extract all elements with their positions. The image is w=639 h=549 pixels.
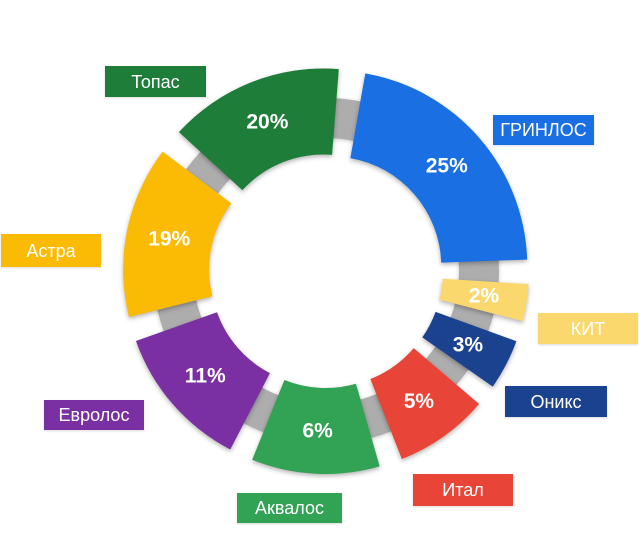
legend-label-astra: Астра: [1, 234, 101, 267]
gap-connector: [183, 149, 232, 196]
legend-label-text: ГРИНЛОС: [500, 120, 587, 140]
wedge-percent-label: 5%: [404, 390, 435, 413]
wedge-percent-label: 25%: [426, 155, 468, 178]
wedge-Оникс: [422, 311, 517, 387]
legend-label-text: Оникс: [530, 391, 582, 412]
legend-label-text: Топас: [131, 71, 180, 92]
legend-label-kit: КИТ: [538, 313, 638, 344]
gap-connector: [156, 298, 203, 336]
wedge-Евролос: [135, 312, 270, 450]
legend-label-text: Евролос: [58, 405, 130, 425]
legend-label-text: КИТ: [570, 318, 606, 339]
wedge-Астра: [123, 151, 232, 318]
legend-label-topas: Топас: [105, 66, 206, 97]
legend-label-oniks: Оникс: [505, 386, 607, 417]
gap-connector: [331, 98, 363, 142]
percent-labels: 25% 2% 3% 5% 6% 11% 19% 20%: [148, 111, 499, 443]
wedge-КИТ: [439, 278, 529, 322]
legend-label-akvalos: Аквалос: [237, 493, 342, 523]
wedge-percent-label: 11%: [185, 364, 226, 387]
gap-connector: [423, 342, 472, 389]
wedge-Топас: [178, 68, 339, 191]
wedge-Аквалос: [252, 379, 380, 474]
wedge-percent-label: 6%: [302, 419, 333, 442]
legend-label-evrolos: Евролос: [44, 400, 144, 430]
legend-label-ital: Итал: [413, 474, 513, 506]
wedge-percent-label: 20%: [246, 111, 288, 134]
wedge-percent-label: 3%: [453, 333, 484, 356]
gap-connectors: [156, 98, 499, 440]
wedge-percent-label: 19%: [148, 228, 190, 251]
legend-label-text: Итал: [442, 480, 484, 500]
wedge-Итал: [370, 348, 480, 460]
wedge-percent-label: 2%: [469, 285, 500, 308]
legend-label-text: Аквалос: [255, 498, 324, 518]
legend-label-grinlos: ГРИНЛОС: [493, 115, 594, 145]
donut-wedges: [123, 68, 529, 474]
wedge-ГРИНЛОС: [350, 73, 528, 263]
legend-label-text: Астра: [26, 240, 76, 261]
